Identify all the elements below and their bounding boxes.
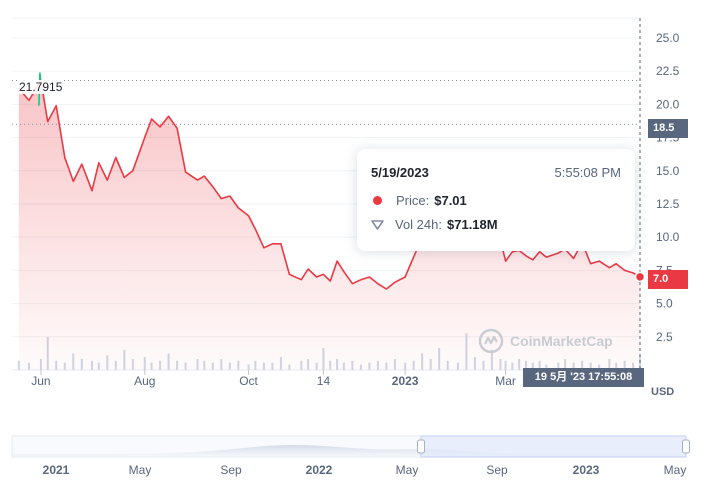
x-tick-label: Mar [495,374,516,388]
tooltip-price-value: $7.01 [434,193,467,208]
navigator-tick-label: May [396,463,419,477]
x-tick-label: Oct [239,374,258,388]
last-price-dot [634,271,646,283]
navigator-tick-label: 2022 [306,463,333,477]
y-tick-label: 25.0 [656,31,680,45]
tooltip-volume-label: Vol 24h: [395,217,442,232]
coinmarketcap-logo-icon [478,328,504,354]
y-tick-label: 2.5 [656,330,673,344]
y-tick-label: 22.5 [656,64,680,78]
navigator-tick-label: 2021 [43,463,70,477]
x-tick-label: Jun [31,374,50,388]
x-tick-label: 2023 [392,374,419,388]
tooltip-price-row: Price: $7.01 [371,193,467,208]
high-price-label: 21.7915 [17,80,65,94]
tooltip-volume-row: Vol 24h: $71.18M [371,217,498,232]
y-tick-label: 12.5 [656,197,680,211]
navigator-tick-label: 2023 [573,463,600,477]
y-tick-label: 10.0 [656,230,680,244]
crosshair-date-badge: 19 5月 '23 17:55:08 [523,368,644,387]
y-tick-label: 15.0 [656,164,680,178]
price-area-fill [18,80,641,371]
price-tooltip: 5/19/2023 5:55:08 PM Price: $7.01 Vol 24… [357,149,635,251]
time-navigator[interactable]: 2021 May Sep 2022 May Sep 2023 May [11,435,690,477]
navigator-handle-right[interactable] [682,439,690,454]
navigator-tick-label: Sep [220,463,242,477]
y-axis: 25.022.520.017.515.012.510.07.55.02.5 [656,31,680,344]
y-tick-label: 20.0 [656,97,680,111]
price-dot-icon [373,196,382,205]
navigator-tick-label: Sep [486,463,508,477]
tooltip-price-label: Price: [396,193,430,208]
volume-icon [371,219,384,230]
x-axis: Jun Aug Oct 14 2023 Mar [31,370,516,388]
current-price-badge: 7.0 [648,270,688,289]
reference-price-badge: 18.5 [648,119,688,138]
tooltip-date: 5/19/2023 [371,165,429,180]
y-tick-label: 5.0 [656,297,673,311]
watermark-text: CoinMarketCap [510,333,613,349]
navigator-handle-left[interactable] [417,439,425,454]
navigator-tick-label: May [664,463,687,477]
tooltip-volume-value: $71.18M [447,217,498,232]
price-line [18,79,641,290]
tooltip-time: 5:55:08 PM [554,165,622,180]
x-tick-label: 14 [317,374,331,388]
navigator-tick-label: May [129,463,152,477]
navigator-selection[interactable] [420,435,687,458]
x-tick-label: Aug [134,374,155,388]
currency-label: USD [651,386,675,398]
watermark: CoinMarketCap [478,328,613,354]
